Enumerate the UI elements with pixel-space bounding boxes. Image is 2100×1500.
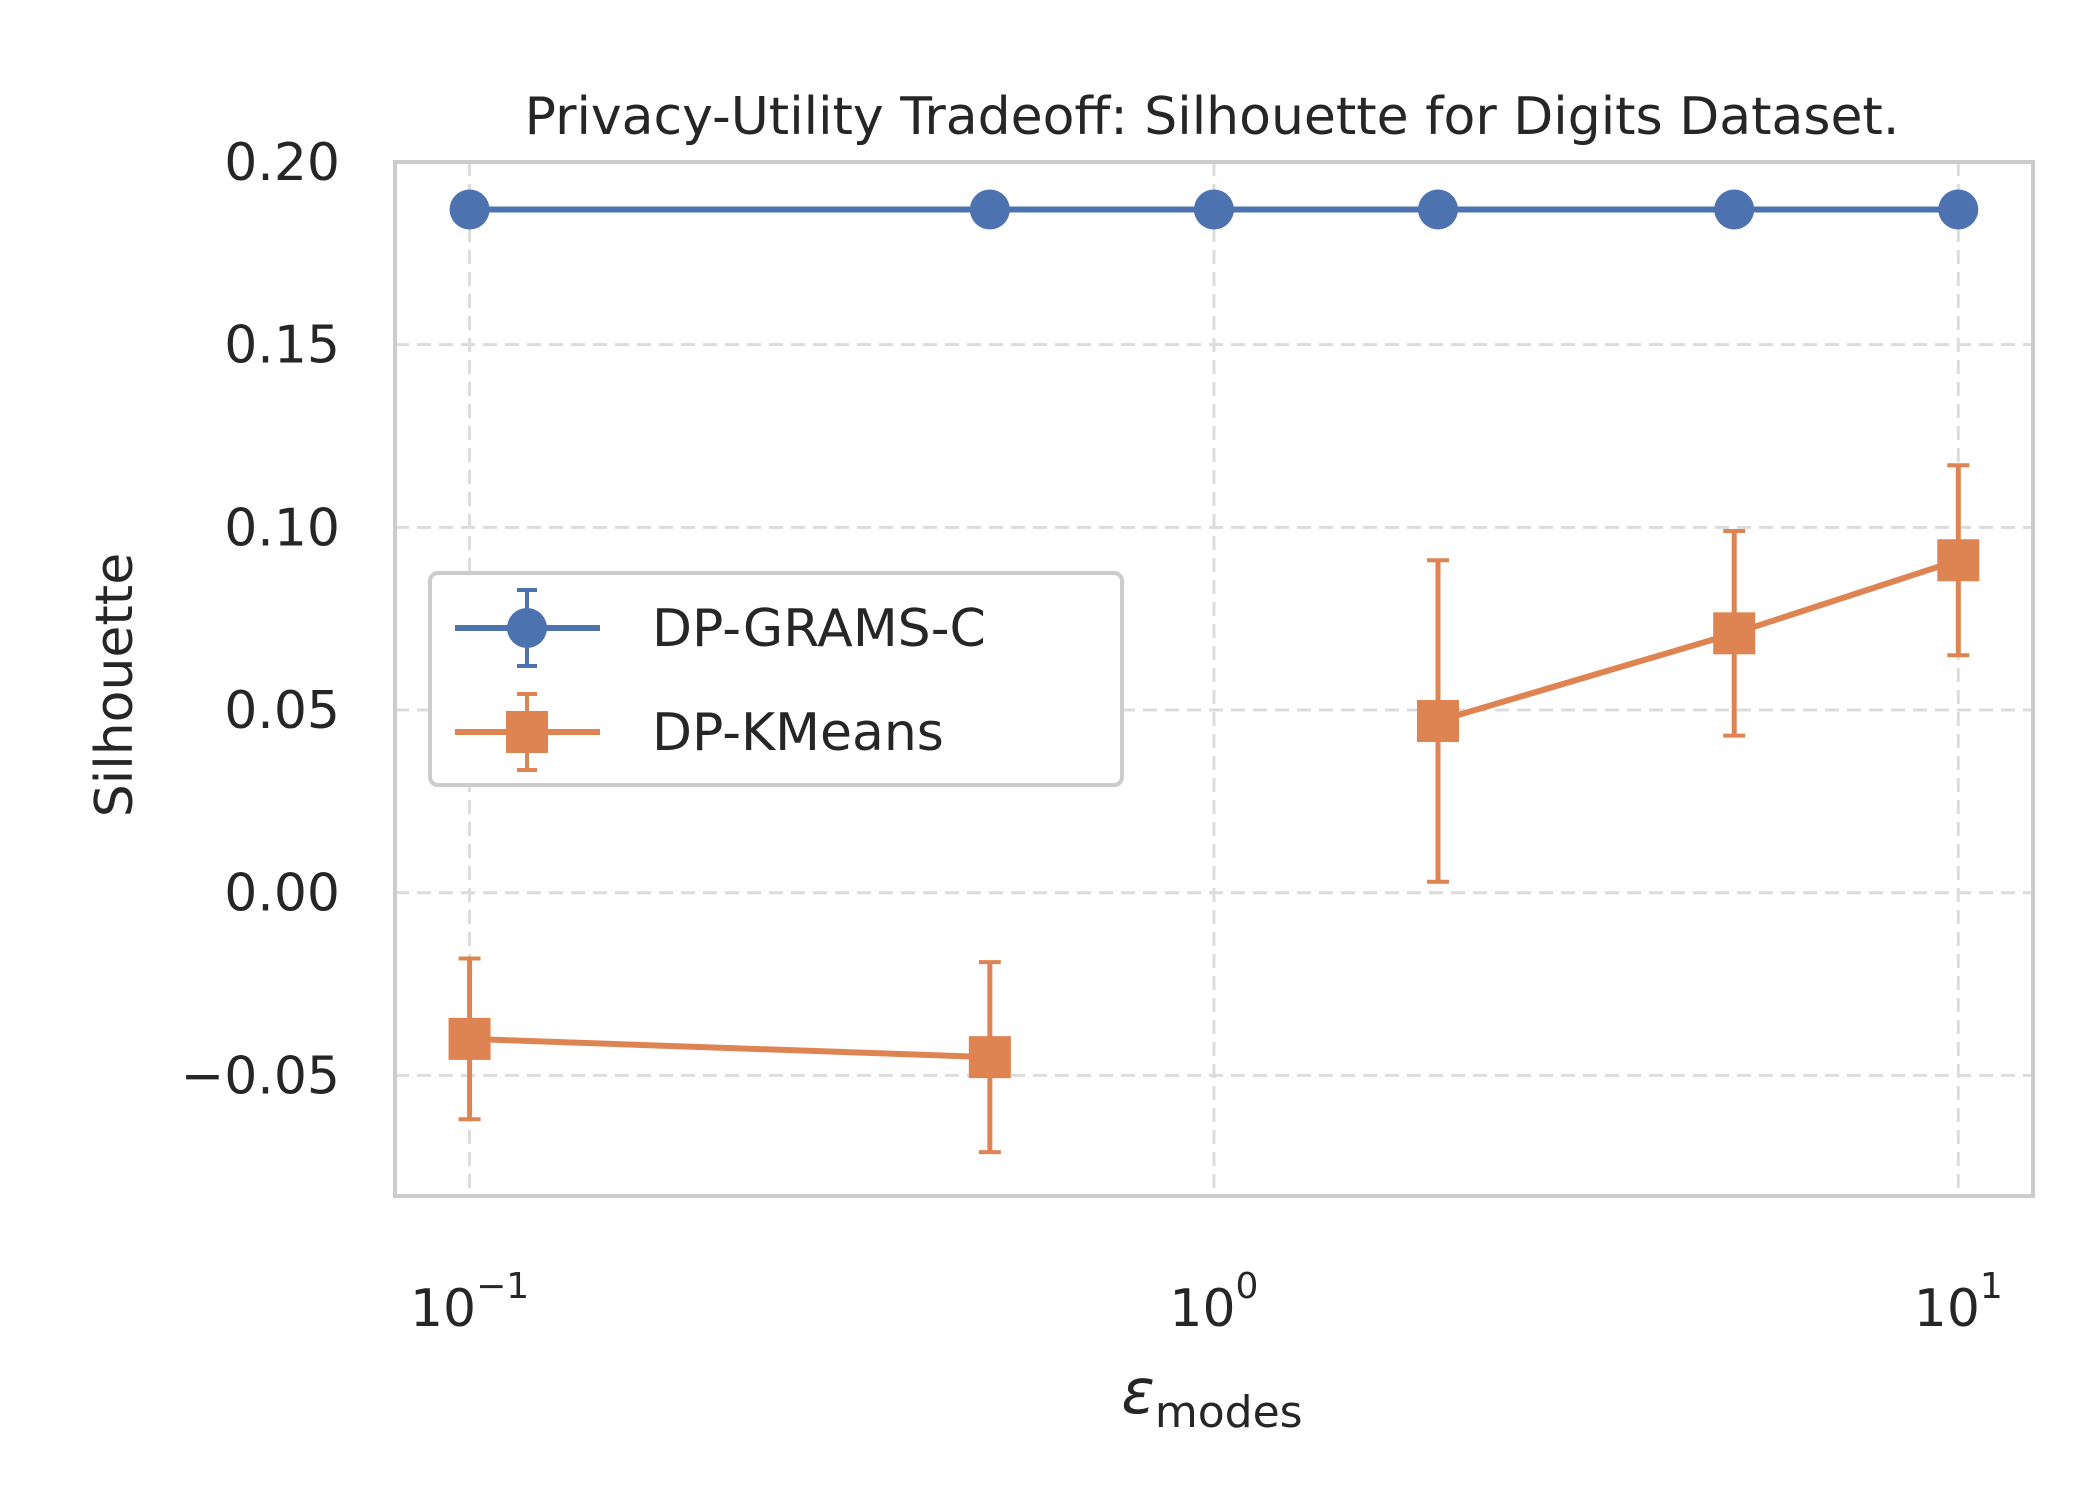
legend-marker: [506, 711, 548, 753]
legend-marker: [507, 608, 547, 648]
x-tick-exponent: 1: [1980, 1266, 2003, 1307]
y-tick-label: −0.05: [181, 1046, 340, 1106]
x-tick-base: 10: [1914, 1279, 1980, 1339]
x-tick-base: 10: [1169, 1279, 1235, 1339]
data-point: [1938, 189, 1979, 230]
x-tick-base: 10: [410, 1279, 476, 1339]
x-axis-label: εmodes: [1121, 1355, 1302, 1438]
data-point: [1418, 189, 1459, 230]
series-line: [469, 1035, 990, 1061]
legend-entry-dp-grams-c: DP-GRAMS-C: [455, 588, 986, 668]
x-tick-exponent: 0: [1236, 1266, 1259, 1307]
data-point: [1714, 189, 1755, 230]
data-point: [968, 1036, 1011, 1079]
y-tick-label: 0.15: [224, 316, 340, 376]
series-line: [1437, 557, 1960, 724]
series-layer: [448, 189, 1980, 1155]
chart-title: Privacy-Utility Tradeoff: Silhouette for…: [525, 87, 1900, 147]
legend-label: DP-GRAMS-C: [652, 599, 986, 659]
data-point: [1417, 700, 1460, 743]
data-point: [1193, 189, 1234, 230]
data-point: [1937, 539, 1980, 582]
y-tick-label: 0.10: [224, 498, 340, 558]
y-tick-label: 0.00: [224, 864, 340, 924]
x-tick-label: 100: [1169, 1266, 1258, 1339]
x-axis-label-main: ε: [1121, 1355, 1155, 1428]
legend-box: [428, 571, 1124, 787]
x-tick-exponent: −1: [476, 1266, 529, 1307]
x-axis-label-sub: modes: [1155, 1387, 1303, 1438]
y-tick-label: 0.20: [224, 133, 340, 193]
legend-entry-dp-kmeans: DP-KMeans: [455, 692, 944, 772]
x-tick-label: 10−1: [410, 1266, 529, 1339]
legend: DP-GRAMS-C DP-KMeans: [428, 571, 1124, 787]
legend-label: DP-KMeans: [652, 703, 944, 763]
y-tick-label: 0.05: [224, 681, 340, 741]
data-point: [1713, 612, 1756, 655]
data-point: [448, 1017, 491, 1060]
data-point: [449, 189, 490, 230]
series-dp-grams-c: [449, 189, 1979, 230]
data-point: [969, 189, 1010, 230]
y-axis-label: Silhouette: [85, 553, 145, 817]
axes-frame: [393, 160, 2035, 1198]
series-dp-kmeans: [448, 463, 1980, 1155]
x-tick-label: 101: [1914, 1266, 2003, 1339]
